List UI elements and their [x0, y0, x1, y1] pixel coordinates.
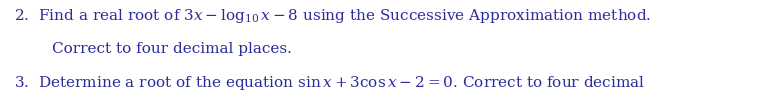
Text: Correct to four decimal places.: Correct to four decimal places.: [52, 42, 292, 56]
Text: 2.  Find a real root of $3x - \log_{10} x - 8$ using the Successive Approximatio: 2. Find a real root of $3x - \log_{10} x…: [14, 7, 651, 25]
Text: 3.  Determine a root of the equation $\sin x + 3\cos x - 2 = 0$. Correct to four: 3. Determine a root of the equation $\si…: [14, 74, 645, 91]
